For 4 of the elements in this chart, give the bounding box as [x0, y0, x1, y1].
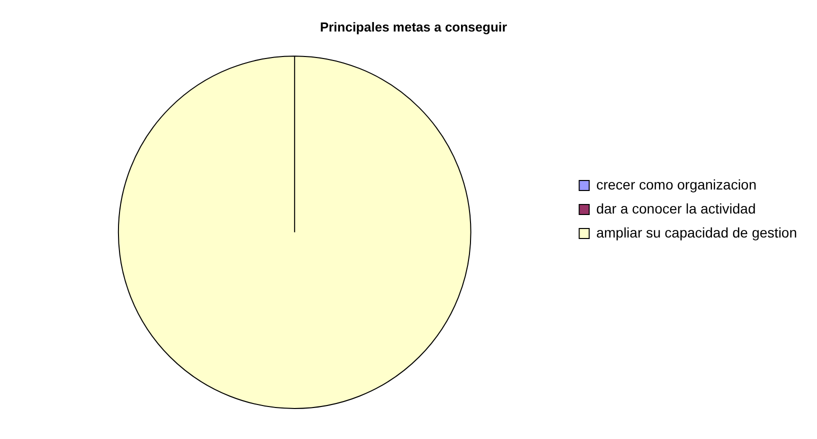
chart-title: Principales metas a conseguir: [320, 19, 508, 34]
legend-label: dar a conocer la actividad: [596, 200, 756, 216]
legend-label: crecer como organizacion: [596, 176, 757, 192]
legend-label: ampliar su capacidad de gestion: [596, 224, 798, 240]
